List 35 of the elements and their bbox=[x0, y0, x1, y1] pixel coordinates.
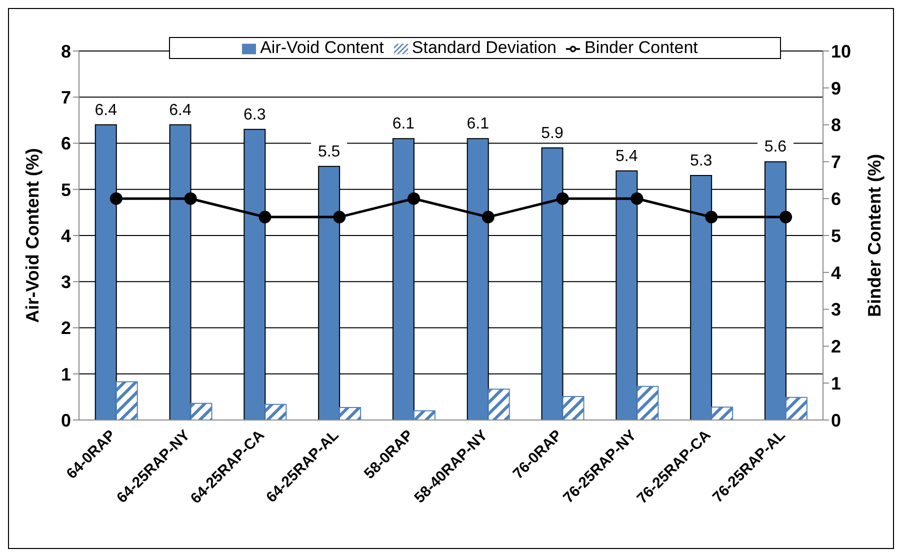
y-tick-label: 6 bbox=[60, 134, 71, 154]
data-label: 5.3 bbox=[690, 152, 712, 170]
y2-tick-label: 7 bbox=[831, 152, 842, 172]
data-label: 6.1 bbox=[466, 116, 490, 133]
y-tick-label: 5 bbox=[60, 180, 71, 200]
y-tick-label: 7 bbox=[60, 88, 71, 108]
data-label: 6.4 bbox=[94, 102, 118, 119]
data-label: 6.1 bbox=[392, 116, 415, 133]
y2-tick-label: 8 bbox=[831, 115, 842, 136]
data-label: 5.6 bbox=[764, 138, 787, 156]
data-label: 5.9 bbox=[541, 124, 564, 142]
y-tick-label: 4 bbox=[60, 226, 71, 246]
y2-tick-label: 2 bbox=[831, 336, 842, 357]
y-tick-label: 0 bbox=[60, 410, 71, 430]
y-axis-title: Air-Void Content (%) bbox=[22, 148, 42, 323]
y-tick-label: 2 bbox=[60, 318, 71, 338]
data-label: 6.3 bbox=[244, 106, 266, 124]
legend-label: Binder Content bbox=[584, 38, 698, 57]
y2-tick-label: 6 bbox=[831, 188, 842, 209]
y2-tick-label: 1 bbox=[831, 373, 842, 394]
data-label: 6.4 bbox=[169, 102, 192, 119]
data-label: 5.4 bbox=[616, 148, 638, 165]
y2-tick-label: 9 bbox=[831, 78, 842, 98]
y2-tick-label: 4 bbox=[831, 262, 842, 283]
data-label: 5.5 bbox=[318, 143, 340, 160]
legend-label: Standard Deviation bbox=[412, 38, 556, 57]
y-tick-label: 1 bbox=[60, 364, 71, 384]
y-tick-label: 8 bbox=[60, 41, 71, 62]
y2-tick-label: 3 bbox=[831, 300, 842, 320]
y2-tick-label: 5 bbox=[831, 226, 842, 246]
y2-axis-title: Binder Content (%) bbox=[864, 154, 884, 317]
y2-tick-label: 0 bbox=[831, 410, 842, 430]
y2-tick-label: 10 bbox=[831, 41, 852, 62]
y-tick-label: 3 bbox=[60, 272, 71, 292]
legend-label: Air-Void Content bbox=[260, 38, 384, 57]
